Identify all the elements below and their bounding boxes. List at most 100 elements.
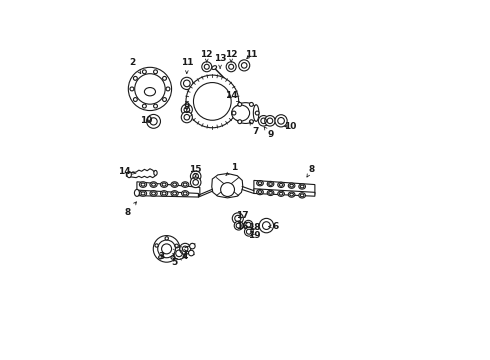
Circle shape xyxy=(259,219,273,233)
Circle shape xyxy=(234,221,243,230)
Text: 14: 14 xyxy=(118,167,136,176)
Ellipse shape xyxy=(232,105,249,121)
Text: 10: 10 xyxy=(140,116,152,125)
Circle shape xyxy=(181,77,193,90)
Circle shape xyxy=(133,76,137,80)
Circle shape xyxy=(143,70,147,74)
Ellipse shape xyxy=(154,170,157,175)
Circle shape xyxy=(190,243,195,249)
Circle shape xyxy=(239,60,250,71)
Text: 8: 8 xyxy=(307,165,315,177)
Text: 13: 13 xyxy=(214,54,226,68)
Text: 9: 9 xyxy=(184,103,190,112)
Text: 8: 8 xyxy=(124,202,136,217)
Ellipse shape xyxy=(267,181,274,186)
Text: 11: 11 xyxy=(245,50,257,59)
Text: 7: 7 xyxy=(250,122,258,136)
Circle shape xyxy=(165,237,169,240)
Ellipse shape xyxy=(299,193,305,198)
Circle shape xyxy=(186,75,239,128)
Text: 14: 14 xyxy=(225,91,238,100)
Circle shape xyxy=(155,244,158,247)
Ellipse shape xyxy=(212,66,217,69)
Circle shape xyxy=(175,244,178,247)
Polygon shape xyxy=(137,190,198,197)
Circle shape xyxy=(226,62,236,72)
Ellipse shape xyxy=(257,181,263,186)
Circle shape xyxy=(163,76,167,80)
Text: 5: 5 xyxy=(171,255,177,267)
Ellipse shape xyxy=(278,182,284,188)
Text: 2: 2 xyxy=(129,58,141,73)
Text: 11: 11 xyxy=(180,58,193,73)
Ellipse shape xyxy=(288,183,295,188)
Ellipse shape xyxy=(288,192,295,197)
Ellipse shape xyxy=(267,190,274,195)
Circle shape xyxy=(133,98,137,102)
Circle shape xyxy=(245,227,253,236)
Ellipse shape xyxy=(140,191,147,196)
Ellipse shape xyxy=(171,182,178,187)
Ellipse shape xyxy=(257,189,263,195)
Ellipse shape xyxy=(182,182,189,187)
Circle shape xyxy=(232,111,236,115)
Circle shape xyxy=(275,115,287,127)
Text: 3: 3 xyxy=(158,252,164,261)
Circle shape xyxy=(265,116,275,126)
Circle shape xyxy=(255,111,259,115)
Ellipse shape xyxy=(278,191,284,196)
Ellipse shape xyxy=(299,184,305,189)
Circle shape xyxy=(189,250,194,256)
Circle shape xyxy=(249,103,253,106)
Ellipse shape xyxy=(253,105,259,121)
Ellipse shape xyxy=(150,191,157,196)
Text: 10: 10 xyxy=(284,122,296,131)
Ellipse shape xyxy=(233,103,258,123)
Polygon shape xyxy=(212,174,243,198)
Circle shape xyxy=(159,256,162,259)
Polygon shape xyxy=(137,182,200,195)
Ellipse shape xyxy=(127,172,131,177)
Text: 12: 12 xyxy=(225,50,238,62)
Text: 4: 4 xyxy=(181,252,188,261)
Circle shape xyxy=(244,220,253,229)
Circle shape xyxy=(181,104,193,115)
Ellipse shape xyxy=(182,191,189,196)
Ellipse shape xyxy=(161,182,168,187)
Circle shape xyxy=(153,235,180,262)
Circle shape xyxy=(238,120,242,123)
Polygon shape xyxy=(254,180,315,194)
Circle shape xyxy=(143,104,147,108)
Text: 17: 17 xyxy=(236,211,248,220)
Circle shape xyxy=(153,70,157,74)
Circle shape xyxy=(147,114,161,128)
Circle shape xyxy=(163,98,167,102)
Circle shape xyxy=(191,171,201,181)
Circle shape xyxy=(238,103,242,106)
Circle shape xyxy=(181,112,193,123)
Circle shape xyxy=(158,240,175,258)
Text: 1: 1 xyxy=(226,163,237,175)
Ellipse shape xyxy=(134,189,140,196)
Ellipse shape xyxy=(161,191,168,196)
Circle shape xyxy=(173,247,185,260)
Text: 9: 9 xyxy=(264,127,274,139)
Polygon shape xyxy=(126,169,155,177)
Circle shape xyxy=(202,62,212,72)
Circle shape xyxy=(191,177,201,188)
Ellipse shape xyxy=(140,182,147,187)
Text: 19: 19 xyxy=(247,231,260,240)
Text: 15: 15 xyxy=(190,165,202,177)
Circle shape xyxy=(232,213,244,224)
Ellipse shape xyxy=(150,182,157,187)
Ellipse shape xyxy=(171,191,178,196)
Circle shape xyxy=(128,67,171,111)
Circle shape xyxy=(130,87,134,91)
Text: 16: 16 xyxy=(236,222,248,231)
Circle shape xyxy=(249,120,253,123)
Text: 18: 18 xyxy=(247,223,260,232)
Circle shape xyxy=(171,256,174,259)
Circle shape xyxy=(180,243,191,255)
Circle shape xyxy=(258,116,269,126)
Circle shape xyxy=(166,87,170,91)
